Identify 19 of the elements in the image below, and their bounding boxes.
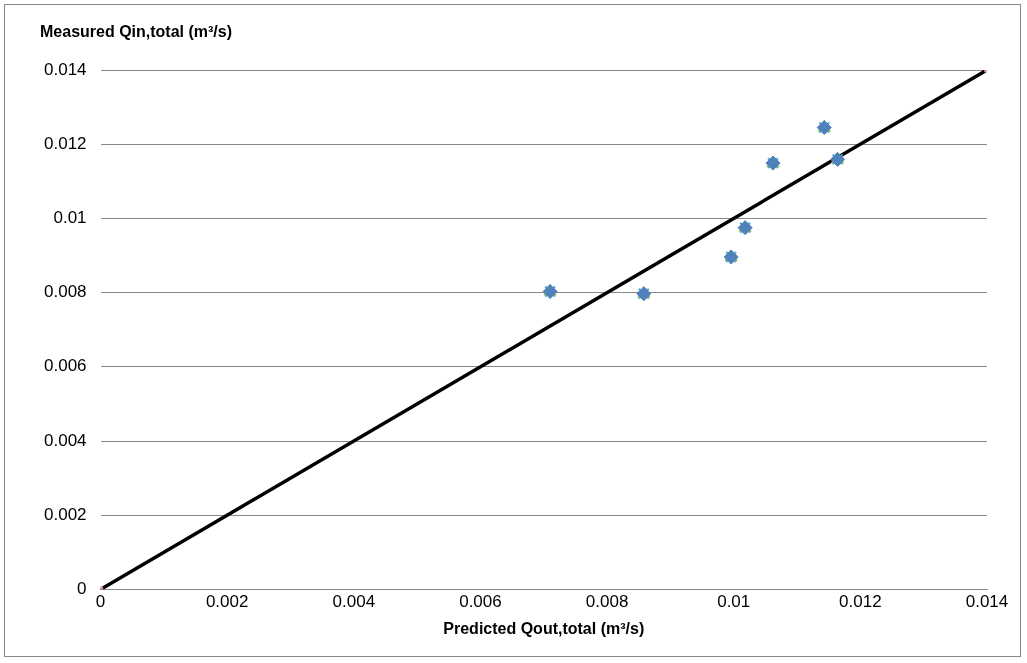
x-tick-label: 0.002 — [205, 592, 249, 612]
x-tick-label: 0.012 — [839, 592, 882, 612]
y-tick-label: 0.006 — [43, 356, 87, 376]
x-tick-label: 0.004 — [332, 592, 376, 612]
y-tick-label: 0.008 — [43, 282, 87, 302]
y-tick-label: 0 — [77, 579, 87, 599]
y-tick-label: 0.004 — [43, 430, 87, 450]
x-tick-label: 0.014 — [965, 592, 1009, 612]
y-tick-label: 0.014 — [43, 59, 87, 79]
y-tick-label: 0.012 — [43, 133, 87, 153]
x-axis-title: Predicted Qout,total (m³/s) — [443, 619, 645, 637]
y-tick-label: 0.002 — [43, 504, 87, 524]
x-tick-label: 0 — [95, 592, 106, 612]
y-tick-label: 0.01 — [53, 208, 87, 228]
x-tick-label: 0.01 — [717, 592, 751, 612]
x-tick-label: 0.008 — [585, 592, 629, 612]
y-axis-title: Measured Qin,total (m³/s) — [40, 23, 233, 41]
x-tick-label: 0.006 — [459, 592, 502, 612]
point — [984, 70, 987, 73]
